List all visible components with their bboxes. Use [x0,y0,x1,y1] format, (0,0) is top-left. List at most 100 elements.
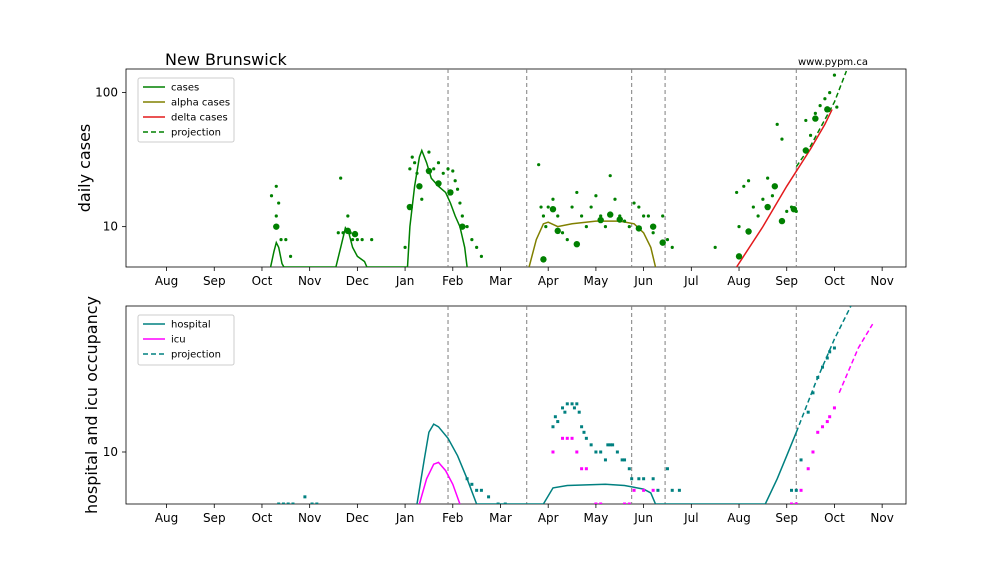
hospital-point [496,502,500,504]
case-point [637,205,641,209]
x-tick-label: Aug [727,511,750,525]
series-icu-model [418,461,461,504]
hospital-point [580,425,584,429]
x-tick-label: Apr [538,274,559,288]
case-point [632,201,636,205]
x-tick-label: Jan [395,511,415,525]
case-point [346,214,350,218]
hospital-point [670,488,674,492]
icu-point [794,502,798,504]
x-tick-label: Sep [775,274,798,288]
case-point [804,118,808,123]
hospital-point [291,502,295,504]
hospital-point [551,425,555,429]
icu-point [632,488,636,492]
case-point-weekly [573,240,581,248]
case-point [465,225,469,229]
hospital-point [828,350,832,354]
x-tick-label: Sep [775,511,798,525]
case-point [713,245,717,250]
case-point-weekly [659,239,666,246]
icu-point [565,436,569,440]
hospital-point [806,410,810,414]
case-point [479,254,484,258]
icu-point [627,502,631,504]
hospital-point [584,436,588,440]
case-point [551,197,555,201]
series-hospital-projection [795,306,852,433]
case-point-weekly [616,216,623,223]
case-point [274,184,278,188]
case-point [603,225,608,229]
chart-title: New Brunswick [165,50,287,69]
series-cases-projection [795,70,848,168]
x-tick-label: Jun [633,274,653,288]
series-hospital-model [416,423,797,504]
icu-point [790,502,794,504]
x-tick-label: Oct [824,511,845,525]
legend-label: projection [171,350,221,361]
hospital-point [281,502,285,504]
series-cases-model [269,148,468,267]
case-point-weekly [790,205,798,213]
x-tick-label: Nov [298,274,321,288]
icu-point [575,450,579,454]
hospital-icu-panel: Aug Sep Oct Nov Dec Jan Feb Mar Apr May Jun Jul Aug S… [82,296,907,525]
case-point-weekly [344,227,352,235]
case-point [608,174,612,178]
case-point [475,245,479,250]
case-point-weekly [735,253,743,260]
case-point [288,254,293,258]
case-point [835,105,839,109]
case-point [756,214,760,218]
hospital-point [563,410,567,414]
case-point [775,122,779,126]
x-tick-label: Dec [346,511,369,525]
hospital-point [556,420,560,424]
case-point [277,201,281,205]
case-point [627,225,631,229]
plot-area [269,69,848,267]
case-point-weekly [273,223,280,230]
hospital-point [470,482,474,486]
legend-label: projection [171,128,221,139]
case-point [735,190,739,195]
case-point-weekly [635,225,643,232]
plot-area [277,306,874,504]
case-point [832,73,837,77]
x-tick-label: May [584,511,609,525]
case-point [594,194,598,198]
hospital-point [825,356,829,360]
hospital-point [651,477,655,481]
case-point [556,214,560,218]
case-point-weekly [459,223,466,230]
x-tick-label: Aug [727,274,750,288]
icu-point [580,467,584,471]
case-point [742,184,746,188]
icu-point [570,436,574,440]
case-point [565,238,569,242]
case-point [408,167,412,171]
hospital-point [623,458,627,462]
case-point [269,194,274,198]
case-point-weekly [824,106,831,113]
x-tick-label: Jan [395,274,415,288]
case-point [818,103,822,108]
case-point [410,155,414,159]
x-tick-label: Aug [155,511,178,525]
plot-frame [125,68,907,268]
legend-box [137,314,235,366]
case-point-weekly [554,227,561,235]
case-point [665,238,670,242]
case-point-weekly [425,167,433,175]
x-tick-label: Oct [252,274,273,288]
case-point [646,214,650,218]
hospital-point [286,502,290,504]
case-point-weekly [416,183,423,190]
case-point-weekly [549,205,557,213]
hospital-point [561,406,565,410]
case-point [460,214,464,218]
hospital-point [553,415,557,419]
x-tick-label: Feb [442,511,463,525]
